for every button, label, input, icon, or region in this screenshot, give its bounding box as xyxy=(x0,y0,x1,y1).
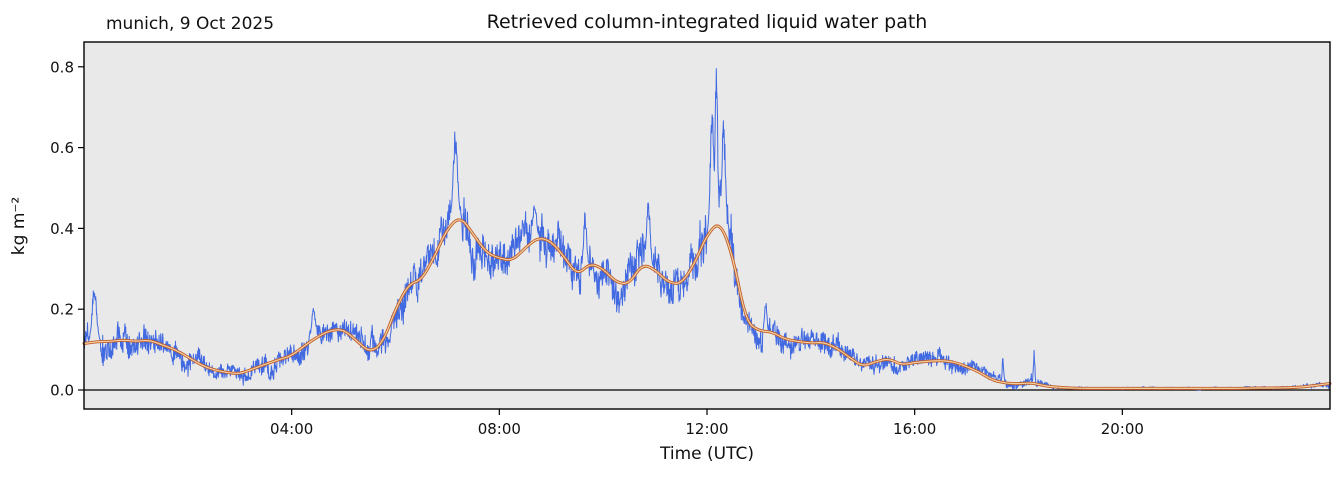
plot-layer: 04:00 08:00 12:00 16:00 20:00 0.0 0.2 0.4 0.6 0.8 xyxy=(50,41,1332,438)
y-tick-label: 0.2 xyxy=(50,301,74,319)
x-tick-label: 08:00 xyxy=(478,420,521,438)
x-axis-label: Time (UTC) xyxy=(659,444,754,464)
y-tick-label: 0.0 xyxy=(50,382,74,400)
x-tick-label: 12:00 xyxy=(685,420,728,438)
y-tick-label: 0.6 xyxy=(50,139,74,157)
chart-title: Retrieved column-integrated liquid water… xyxy=(487,11,928,33)
x-tick-label: 20:00 xyxy=(1101,420,1144,438)
y-tick-label: 0.4 xyxy=(50,220,74,238)
y-axis-label: kg m⁻² xyxy=(9,197,29,255)
x-tick-label: 16:00 xyxy=(893,420,936,438)
station-date-label: munich, 9 Oct 2025 xyxy=(106,14,274,34)
x-tick-label: 04:00 xyxy=(270,420,313,438)
y-tick-label: 0.8 xyxy=(50,58,74,76)
plot-area xyxy=(84,42,1330,409)
smoothed-series-core xyxy=(83,219,1331,389)
